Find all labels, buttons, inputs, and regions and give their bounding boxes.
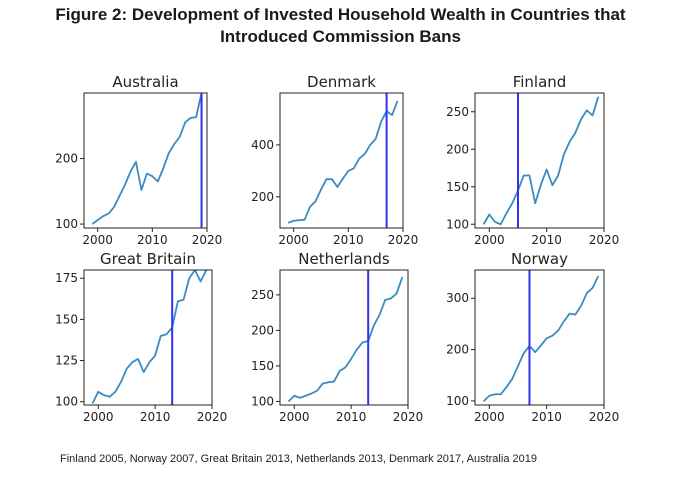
panel-title-finland: Finland bbox=[513, 73, 567, 91]
y-tick-label-netherlands-150: 150 bbox=[251, 359, 274, 373]
y-tick-label-netherlands-250: 250 bbox=[251, 288, 274, 302]
y-tick-label-great-britain-125: 125 bbox=[55, 354, 78, 368]
panel-title-netherlands: Netherlands bbox=[298, 250, 390, 268]
series-line-netherlands bbox=[287, 276, 404, 403]
y-tick-label-finland-100: 100 bbox=[446, 217, 469, 231]
y-tick-label-australia-200: 200 bbox=[55, 152, 78, 166]
series-line-australia bbox=[91, 93, 203, 225]
x-tick-label-great-britain-2000: 2000 bbox=[83, 410, 114, 424]
figure-note: Finland 2005, Norway 2007, Great Britain… bbox=[60, 453, 537, 465]
figure-title: Figure 2: Development of Invested Househ… bbox=[0, 4, 681, 48]
panel-finland: 2000 2010 2020 100 150 200 250 Finland bbox=[446, 73, 619, 247]
x-tick-label-netherlands-2020: 2020 bbox=[393, 410, 424, 424]
series-line-norway bbox=[482, 275, 600, 403]
x-tick-label-norway-2010: 2010 bbox=[531, 410, 562, 424]
y-tick-label-denmark-400: 400 bbox=[251, 138, 274, 152]
y-tick-label-denmark-200: 200 bbox=[251, 190, 274, 204]
x-tick-label-norway-2000: 2000 bbox=[474, 410, 505, 424]
panel-denmark: 2000 2010 2020 200 400 Denmark bbox=[251, 73, 418, 247]
y-tick-label-finland-250: 250 bbox=[446, 105, 469, 119]
x-tick-label-australia-2010: 2010 bbox=[137, 233, 168, 247]
y-tick-label-great-britain-100: 100 bbox=[55, 395, 78, 409]
figure-title-line-1: Figure 2: Development of Invested Househ… bbox=[55, 5, 626, 24]
axes-frame-netherlands bbox=[279, 269, 409, 406]
y-tick-label-norway-300: 300 bbox=[446, 291, 469, 305]
series-line-finland bbox=[482, 96, 600, 226]
x-tick-label-australia-2000: 2000 bbox=[82, 233, 113, 247]
axes-frame-denmark bbox=[279, 92, 404, 229]
axes-frame-australia bbox=[83, 92, 208, 229]
x-tick-label-great-britain-2010: 2010 bbox=[140, 410, 171, 424]
y-tick-label-australia-100: 100 bbox=[55, 217, 78, 231]
figure-title-line-2: Introduced Commission Bans bbox=[220, 27, 461, 46]
axes-frame-great-britain bbox=[83, 269, 213, 406]
y-tick-label-finland-150: 150 bbox=[446, 180, 469, 194]
x-tick-label-australia-2020: 2020 bbox=[192, 233, 223, 247]
axes-frame-norway bbox=[474, 269, 605, 406]
panel-title-australia: Australia bbox=[112, 73, 178, 91]
y-tick-label-great-britain-150: 150 bbox=[55, 312, 78, 326]
x-tick-label-denmark-2000: 2000 bbox=[278, 233, 309, 247]
y-tick-label-norway-200: 200 bbox=[446, 343, 469, 357]
x-tick-label-netherlands-2000: 2000 bbox=[279, 410, 310, 424]
series-line-denmark bbox=[287, 100, 399, 224]
x-tick-label-finland-2020: 2020 bbox=[589, 233, 620, 247]
y-tick-label-finland-200: 200 bbox=[446, 142, 469, 156]
panel-netherlands: 2000 2010 2020 100 150 200 250 Netherlands bbox=[251, 250, 423, 424]
x-tick-label-finland-2010: 2010 bbox=[531, 233, 562, 247]
y-tick-label-netherlands-100: 100 bbox=[251, 394, 274, 408]
x-tick-label-finland-2000: 2000 bbox=[474, 233, 505, 247]
x-tick-label-norway-2020: 2020 bbox=[589, 410, 620, 424]
y-tick-label-netherlands-200: 200 bbox=[251, 323, 274, 337]
y-tick-label-great-britain-175: 175 bbox=[55, 271, 78, 285]
x-tick-label-denmark-2010: 2010 bbox=[333, 233, 364, 247]
series-line-great-britain bbox=[91, 270, 208, 404]
panel-title-great-britain: Great Britain bbox=[100, 250, 196, 268]
panel-great-britain: 2000 2010 2020 100 125 150 175 Great Britain bbox=[55, 250, 227, 424]
y-tick-label-norway-100: 100 bbox=[446, 394, 469, 408]
x-tick-label-denmark-2020: 2020 bbox=[388, 233, 419, 247]
x-tick-label-netherlands-2010: 2010 bbox=[336, 410, 367, 424]
panel-australia: 2000 2010 2020 100 200 Australia bbox=[55, 73, 222, 247]
axes-frame-finland bbox=[474, 92, 605, 229]
panel-title-denmark: Denmark bbox=[307, 73, 376, 91]
x-tick-label-great-britain-2020: 2020 bbox=[197, 410, 228, 424]
panel-norway: 2000 2010 2020 100 200 300 Norway bbox=[446, 250, 619, 424]
panel-title-norway: Norway bbox=[511, 250, 568, 268]
